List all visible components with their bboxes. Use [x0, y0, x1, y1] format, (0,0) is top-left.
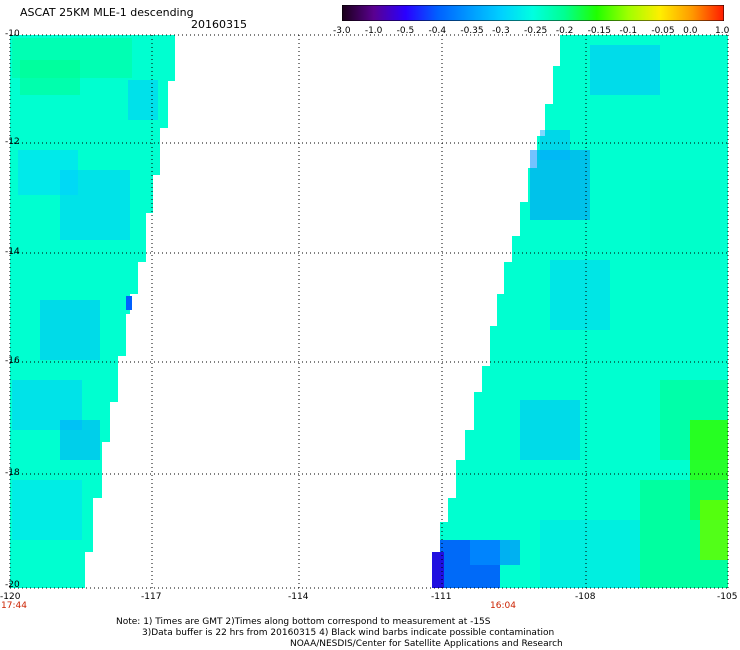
colorbar-tick-label: -3.0 [333, 26, 351, 36]
colorbar-tick-label: -0.1 [619, 26, 638, 36]
colorbar-tick-label: -0.35 [460, 26, 484, 36]
left-swath-texture [12, 38, 158, 540]
grid [9, 34, 729, 589]
colorbar-tick-label: 1.0 [715, 26, 730, 36]
lat-label: -16 [5, 356, 20, 366]
colorbar-gradient [342, 5, 724, 21]
colorbar-tick-label: -0.25 [524, 26, 548, 36]
note-line: 3)Data buffer is 22 hrs from 20160315 4)… [142, 628, 555, 638]
note-line: NOAA/NESDIS/Center for Satellite Applica… [290, 639, 563, 649]
lon-label: -117 [141, 592, 162, 602]
colorbar-tick-label: -0.5 [396, 26, 415, 36]
colorbar-tick-label: -0.15 [587, 26, 611, 36]
lon-label: -108 [575, 592, 596, 602]
pass-time-label: 17:44 [1, 601, 27, 611]
lat-label: -20 [5, 580, 20, 590]
colorbar-tick-label: -0.4 [428, 26, 447, 36]
right-swath [432, 35, 728, 588]
lon-label: -114 [288, 592, 309, 602]
chart-date: 20160315 [191, 18, 247, 31]
colorbar-tick-label: -0.3 [492, 26, 510, 36]
colorbar [342, 5, 724, 21]
colorbar-labels: -3.0 -1.0 -0.5 -0.4 -0.35 -0.3 -0.25 -0.2 -0.15-… [330, 26, 735, 38]
right-swath-texture [432, 45, 728, 588]
lat-label: -12 [5, 137, 20, 147]
lat-label: -14 [5, 247, 20, 257]
colorbar-tick-label: -0.2 [555, 26, 574, 36]
lon-label: -111 [431, 592, 452, 602]
lat-label: -18 [5, 468, 20, 478]
lon-label: -120 [0, 592, 21, 602]
chart-title: ASCAT 25KM MLE-1 descending [20, 6, 194, 19]
lat-label: -10 [5, 29, 20, 39]
colorbar-tick-label: -1.0 [364, 26, 383, 36]
colorbar-tick-label: -0.05 [651, 26, 675, 36]
lon-label: -105 [717, 592, 738, 602]
colorbar-tick-label: 0.0 [683, 26, 698, 36]
note-line: Note: 1) Times are GMT 2)Times along bot… [116, 617, 491, 627]
pass-time-label: 16:04 [490, 601, 516, 611]
